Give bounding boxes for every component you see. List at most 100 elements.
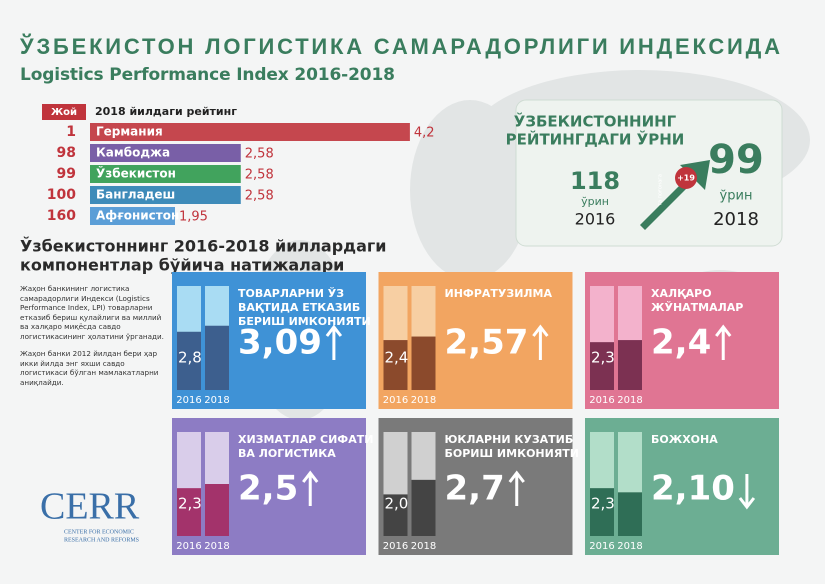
bar (205, 484, 229, 536)
bar (590, 488, 614, 536)
trend-arrow (508, 470, 525, 506)
card-title: БЕРИШ ИМКОНИЯТИ (238, 315, 371, 328)
year: 2016 (589, 541, 614, 552)
value-2016: 2,3 (591, 349, 615, 367)
card (172, 418, 366, 555)
note: Жаҳон банкининг логистика самарадорлиги … (20, 284, 164, 341)
card (378, 418, 573, 555)
title: ЎЗБЕКИСТОН ЛОГИСТИКА САМАРАДОРЛИГИ ИНДЕК… (19, 33, 780, 59)
country: Афғонистон (96, 209, 179, 223)
card-title: БОРИШ ИМКОНИЯТИ (445, 447, 580, 460)
card-title: ИНФРАТУЗИЛМА (445, 287, 553, 300)
rank-box-title: ЎЗБЕКИСТОННИНГ (514, 112, 677, 131)
bar (411, 479, 436, 536)
trend-arrow (738, 474, 756, 510)
card (585, 272, 779, 409)
bar (618, 340, 642, 390)
rank-from: 118 (570, 167, 620, 195)
trend-arrow (302, 470, 319, 506)
trend-arrow (532, 324, 549, 360)
components-title: компонентлар бўйича натижалари (20, 256, 344, 275)
country-bar (90, 165, 241, 183)
bar (383, 494, 408, 536)
rank-to: 99 (708, 137, 764, 183)
value-2018: 2,5 (238, 469, 298, 509)
card-title: ХАЛҚАРО (651, 287, 712, 300)
rank-box (515, 99, 783, 247)
value-2018: 2,7 (445, 469, 505, 509)
country-bar (90, 186, 241, 204)
logo-caption: CENTER FOR ECONOMIC (64, 529, 134, 535)
score: 1,95 (179, 210, 208, 225)
bar (205, 325, 229, 390)
bar (590, 342, 614, 390)
value-2018: 2,10 (651, 469, 735, 509)
value-2018: 3,09 (238, 323, 322, 363)
year: 2016 (176, 395, 201, 406)
country-bar (90, 123, 410, 141)
bar (383, 340, 408, 390)
trend-arrow (715, 324, 732, 360)
value-2016: 2,3 (178, 495, 202, 513)
bar (411, 336, 436, 390)
card-title: БОЖХОНА (651, 433, 718, 446)
value-2016: 2,8 (178, 349, 202, 367)
rank: 1 (66, 124, 76, 140)
year: 2018 (204, 541, 229, 552)
logo-name: CERR (40, 486, 140, 528)
country-bar (90, 207, 175, 225)
card-title: ХИЗМАТЛАР СИФАТИ (238, 433, 373, 446)
country: Германия (96, 125, 163, 139)
country: Ўзбекистон (96, 166, 176, 181)
change: +19 (677, 174, 695, 183)
components-title: Ўзбекистоннинг 2016-2018 йиллардаги (20, 237, 386, 256)
year: 2018 (617, 395, 642, 406)
change-badge (675, 167, 697, 189)
value-2016: 2,4 (385, 349, 409, 367)
value-2016: 2,3 (591, 495, 615, 513)
logo-caption: RESEARCH AND REFORMS (64, 537, 139, 543)
rank-to-unit: ўрин (720, 189, 753, 204)
notes: Жаҳон банкининг логистика самарадорлиги … (20, 284, 170, 395)
card-title: ВА ЛОГИСТИКА (238, 447, 336, 460)
rank-header-bg (42, 104, 86, 120)
country: Бангладеш (96, 188, 175, 202)
value-2018: 2,4 (651, 323, 711, 363)
year: 2016 (383, 395, 408, 406)
rank-header: Жой (51, 107, 77, 118)
trend-arrow (325, 324, 343, 360)
card-title: ЖЎНАТМАЛАР (651, 301, 743, 314)
year: 2016 (176, 541, 201, 552)
bar (177, 331, 201, 390)
change-note: та поғонага (658, 174, 664, 206)
bar (177, 488, 201, 536)
year: 2018 (411, 395, 436, 406)
rank: 160 (47, 208, 76, 224)
rank-to-year: 2018 (713, 209, 759, 230)
score: 2,58 (245, 189, 274, 204)
bar (618, 492, 642, 536)
subtitle: Logistics Performance Index 2016-2018 (20, 65, 395, 85)
score: 4,2 (414, 126, 435, 141)
country: Камбоджа (96, 146, 170, 160)
year: 2018 (411, 541, 436, 552)
year: 2018 (617, 541, 642, 552)
rank: 98 (57, 145, 76, 161)
ranking-title: 2018 йилдаги рейтинг (95, 105, 237, 118)
year: 2016 (589, 395, 614, 406)
value-2016: 2,0 (385, 495, 409, 513)
score: 2,58 (245, 147, 274, 162)
year: 2016 (383, 541, 408, 552)
card-title: ТОВАРЛАРНИ ЎЗ (238, 287, 344, 300)
value-2018: 2,57 (445, 323, 529, 363)
card-title: ЮКЛАРНИ КУЗАТИБ (445, 433, 574, 446)
note: Жаҳон банки 2012 йилдан бери ҳар икки йи… (20, 349, 159, 387)
score: 2,58 (245, 168, 274, 183)
rank: 100 (47, 187, 76, 203)
rank-from-unit: ўрин (581, 195, 609, 208)
rank: 99 (57, 166, 76, 182)
year: 2018 (204, 395, 229, 406)
rank-from-year: 2016 (575, 210, 616, 229)
